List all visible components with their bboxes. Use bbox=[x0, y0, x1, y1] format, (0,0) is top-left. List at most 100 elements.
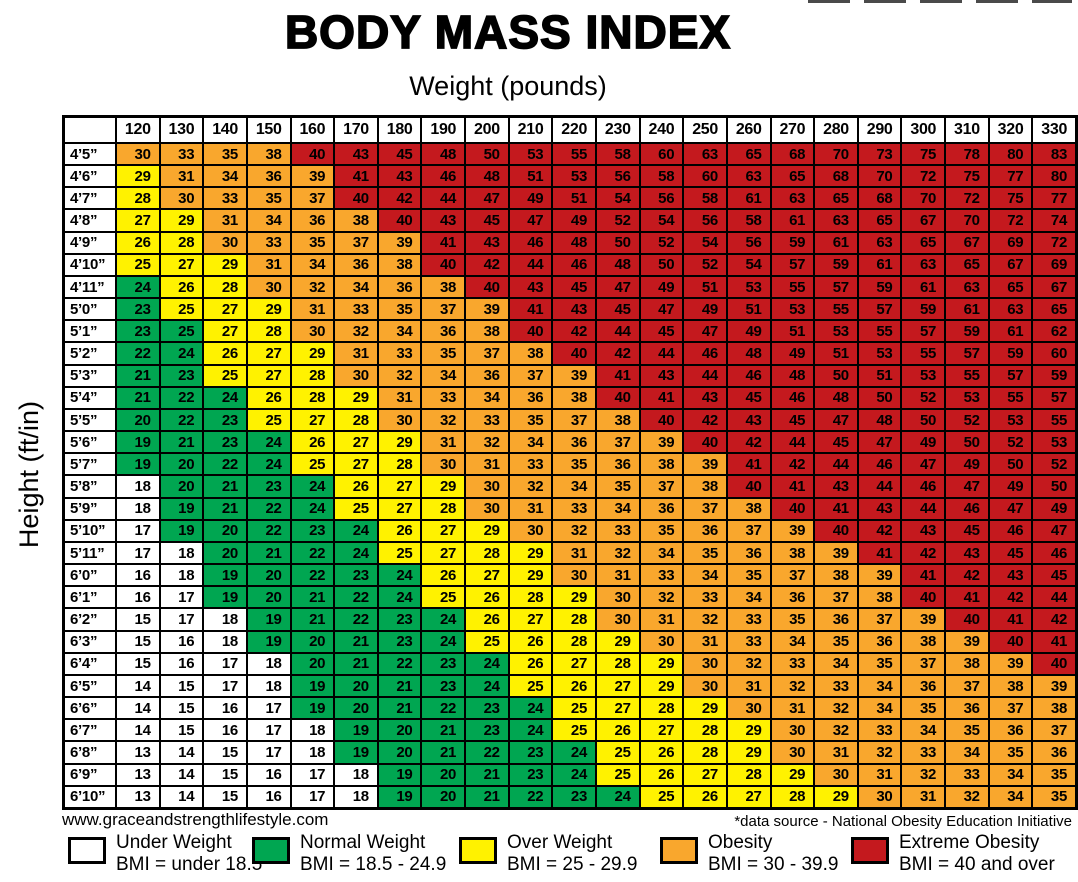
bmi-cell: 21 bbox=[115, 385, 159, 408]
bmi-cell: 50 bbox=[856, 385, 901, 408]
weight-header: 240 bbox=[638, 118, 683, 142]
height-label: 5’8” bbox=[65, 474, 115, 497]
bmi-cell: 19 bbox=[289, 673, 334, 697]
bmi-cell: 19 bbox=[245, 607, 290, 630]
bmi-cell: 49 bbox=[682, 297, 726, 320]
bmi-cell: 29 bbox=[551, 585, 595, 608]
bmi-cell: 23 bbox=[245, 474, 290, 497]
legend-label: Over Weight bbox=[507, 832, 613, 853]
data-source-note: *data source - National Obesity Educatio… bbox=[734, 813, 1072, 830]
bmi-cell: 22 bbox=[158, 407, 203, 431]
bmi-cell: 67 bbox=[900, 208, 945, 231]
bmi-cell: 44 bbox=[1031, 585, 1075, 608]
bmi-cell: 68 bbox=[856, 186, 901, 209]
bmi-cell: 51 bbox=[507, 164, 552, 187]
height-label: 6’8” bbox=[65, 740, 115, 763]
bmi-cell: 31 bbox=[551, 540, 595, 564]
bmi-cell: 28 bbox=[245, 319, 290, 342]
bmi-cell: 25 bbox=[420, 585, 465, 608]
bmi-cell: 25 bbox=[595, 762, 639, 785]
bmi-cell: 48 bbox=[595, 252, 639, 275]
bmi-cell: 34 bbox=[944, 740, 988, 763]
bmi-cell: 52 bbox=[900, 385, 945, 408]
bmi-cell: 29 bbox=[202, 252, 246, 275]
bmi-cell: 25 bbox=[115, 252, 159, 275]
bmi-cell: 48 bbox=[420, 142, 465, 165]
height-label: 5’5” bbox=[65, 407, 115, 431]
bmi-cell: 28 bbox=[682, 740, 726, 763]
bmi-cell: 33 bbox=[725, 607, 770, 630]
bmi-cell: 23 bbox=[289, 518, 334, 541]
weight-header: 140 bbox=[202, 118, 246, 142]
bmi-cell: 54 bbox=[595, 186, 639, 209]
bmi-cell: 40 bbox=[595, 385, 639, 408]
bmi-cell: 30 bbox=[289, 319, 334, 342]
bmi-cell: 15 bbox=[158, 696, 203, 719]
height-label: 4’8” bbox=[65, 208, 115, 231]
bmi-cell: 50 bbox=[638, 252, 683, 275]
bmi-cell: 34 bbox=[376, 319, 421, 342]
bmi-cell: 15 bbox=[202, 740, 246, 763]
bmi-cell: 34 bbox=[725, 585, 770, 608]
bmi-cell: 19 bbox=[333, 718, 377, 741]
bmi-cell: 24 bbox=[376, 563, 421, 586]
height-label: 4’5” bbox=[65, 142, 115, 165]
weight-header: 170 bbox=[333, 118, 377, 142]
bmi-cell: 25 bbox=[595, 740, 639, 763]
bmi-cell: 34 bbox=[638, 540, 683, 564]
bmi-cell: 27 bbox=[638, 718, 683, 741]
bmi-cell: 46 bbox=[507, 230, 552, 253]
bmi-cell: 42 bbox=[769, 452, 814, 475]
bmi-cell: 45 bbox=[638, 319, 683, 342]
bmi-cell: 56 bbox=[595, 164, 639, 187]
bmi-cell: 43 bbox=[507, 274, 552, 298]
bmi-cell: 33 bbox=[813, 673, 857, 697]
bmi-cell: 16 bbox=[245, 784, 290, 807]
bmi-cell: 25 bbox=[289, 452, 334, 475]
bmi-cell: 34 bbox=[900, 718, 945, 741]
bmi-cell: 33 bbox=[245, 230, 290, 253]
bmi-cell: 18 bbox=[289, 718, 334, 741]
bmi-cell: 43 bbox=[420, 208, 465, 231]
bmi-cell: 18 bbox=[245, 673, 290, 697]
bmi-cell: 43 bbox=[682, 385, 726, 408]
bmi-cell: 80 bbox=[987, 142, 1032, 165]
bmi-cell: 38 bbox=[245, 142, 290, 165]
bmi-cell: 53 bbox=[1031, 430, 1075, 453]
bmi-cell: 37 bbox=[638, 474, 683, 497]
bmi-cell: 33 bbox=[725, 629, 770, 652]
bmi-cell: 27 bbox=[202, 319, 246, 342]
bmi-cell: 36 bbox=[1031, 740, 1075, 763]
height-label: 4’9” bbox=[65, 230, 115, 253]
bmi-cell: 17 bbox=[115, 540, 159, 564]
bmi-cell: 68 bbox=[813, 164, 857, 187]
bmi-cell: 24 bbox=[333, 540, 377, 564]
bmi-cell: 23 bbox=[420, 673, 465, 697]
weight-header: 220 bbox=[551, 118, 595, 142]
bmi-cell: 43 bbox=[856, 496, 901, 519]
bmi-cell: 33 bbox=[464, 407, 508, 431]
bmi-cell: 33 bbox=[769, 651, 814, 674]
bmi-cell: 47 bbox=[1031, 518, 1075, 541]
bmi-cell: 30 bbox=[551, 563, 595, 586]
bmi-cell: 36 bbox=[682, 518, 726, 541]
bmi-cell: 52 bbox=[682, 252, 726, 275]
bmi-cell: 34 bbox=[813, 651, 857, 674]
bmi-cell: 29 bbox=[595, 629, 639, 652]
bmi-cell: 38 bbox=[725, 496, 770, 519]
bmi-cell: 25 bbox=[551, 718, 595, 741]
bmi-cell: 40 bbox=[944, 607, 988, 630]
bmi-cell: 42 bbox=[725, 430, 770, 453]
bmi-cell: 37 bbox=[900, 651, 945, 674]
bmi-cell: 35 bbox=[944, 718, 988, 741]
weight-header: 300 bbox=[900, 118, 945, 142]
bmi-cell: 23 bbox=[115, 297, 159, 320]
bmi-cell: 38 bbox=[856, 585, 901, 608]
bmi-cell: 25 bbox=[638, 784, 683, 807]
bmi-cell: 20 bbox=[289, 629, 334, 652]
bmi-cell: 29 bbox=[507, 563, 552, 586]
weight-header: 270 bbox=[769, 118, 814, 142]
bmi-cell: 41 bbox=[638, 385, 683, 408]
bmi-cell: 29 bbox=[725, 740, 770, 763]
bmi-cell: 20 bbox=[376, 718, 421, 741]
